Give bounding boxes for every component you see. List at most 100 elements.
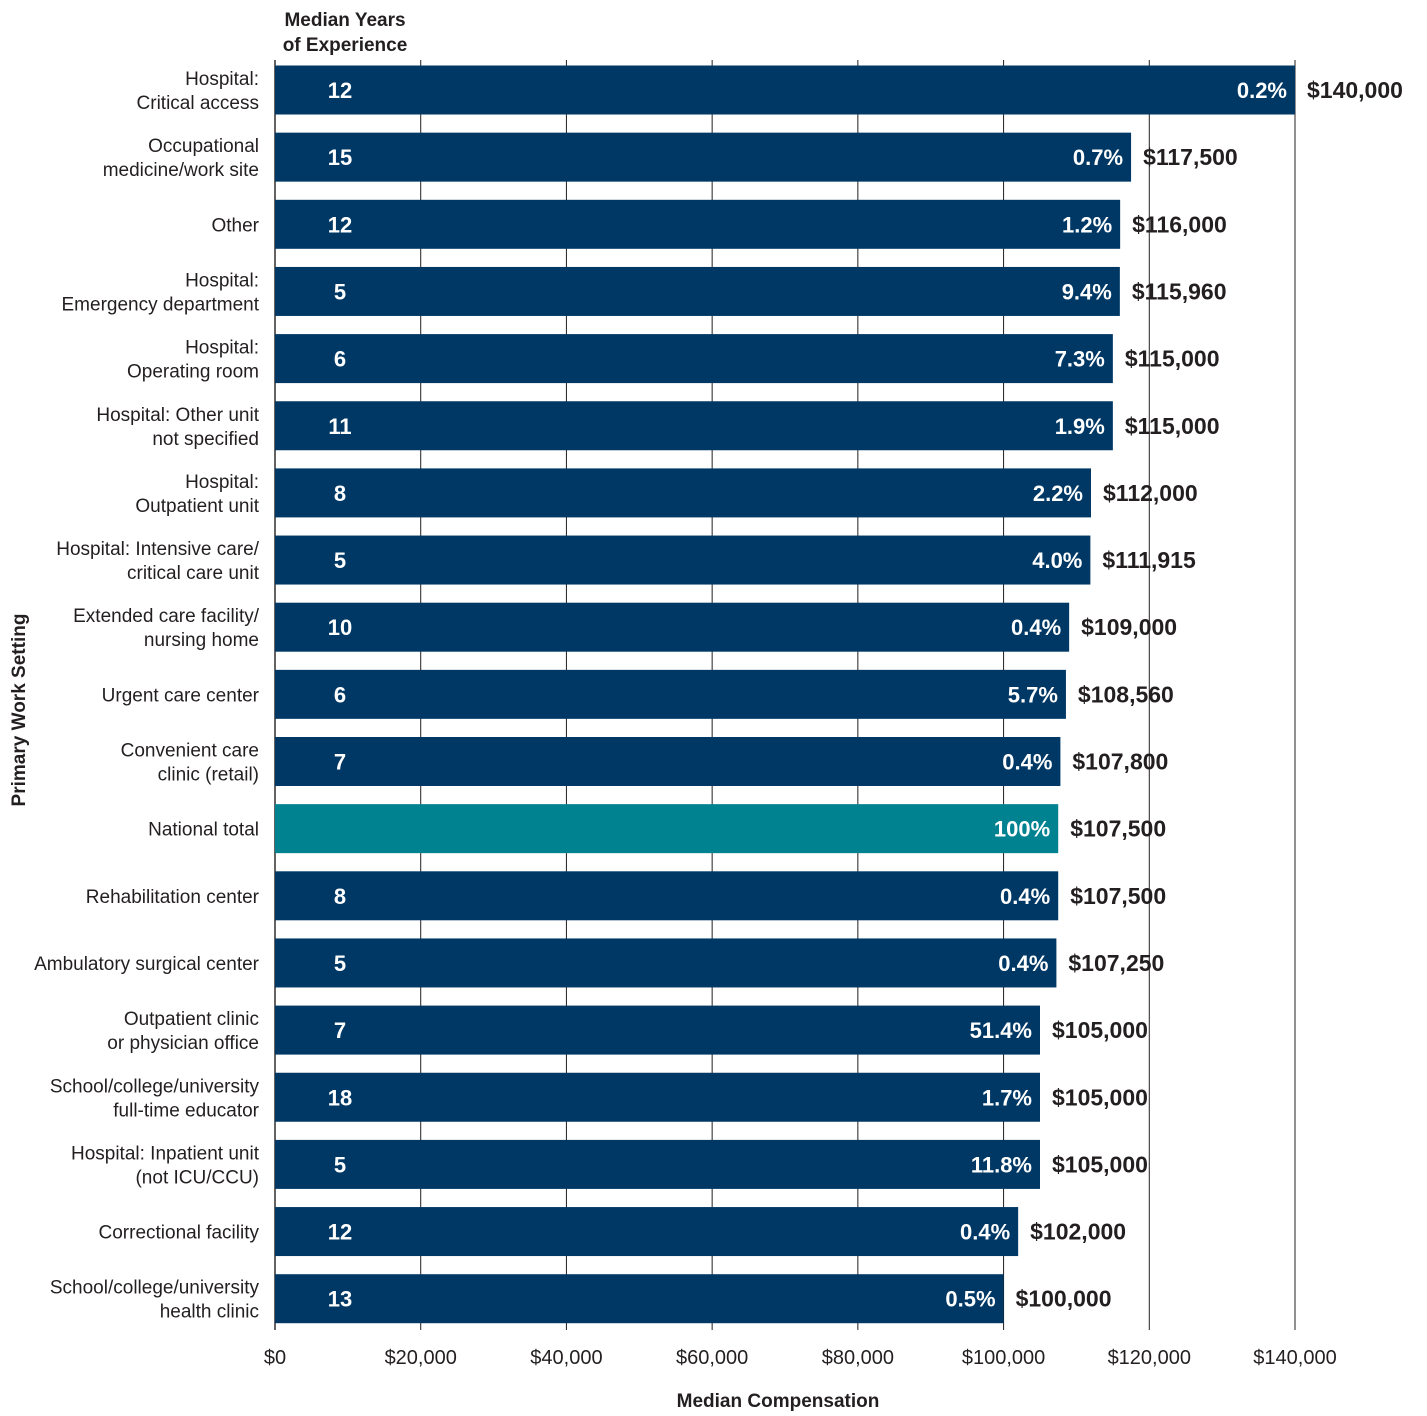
- category-label: Critical access: [137, 93, 259, 114]
- years-label: 5: [334, 1152, 346, 1177]
- years-label: 13: [328, 1287, 352, 1312]
- years-label: 10: [328, 615, 352, 640]
- y-axis-title: Primary Work Setting: [9, 614, 30, 807]
- bar: [275, 737, 1061, 786]
- percent-label: 0.4%: [1000, 884, 1050, 909]
- bar: [275, 1139, 1040, 1189]
- category-label: Other: [211, 215, 259, 236]
- value-label: $115,960: [1132, 278, 1227, 304]
- category-label: Rehabilitation center: [86, 887, 260, 908]
- category-label: Hospital: Intensive care/: [56, 539, 259, 560]
- value-label: $140,000: [1307, 77, 1403, 103]
- bars: [275, 65, 1295, 1324]
- value-label: $112,000: [1103, 480, 1198, 506]
- years-label: 11: [328, 414, 351, 439]
- category-label: School/college/university: [50, 1278, 260, 1299]
- value-label: $117,500: [1143, 144, 1238, 170]
- value-label: $100,000: [1016, 1286, 1112, 1312]
- percent-label: 4.0%: [1032, 548, 1082, 573]
- bar: [275, 266, 1120, 316]
- bar: [275, 535, 1091, 585]
- value-label: $115,000: [1125, 346, 1220, 372]
- value-label: $111,915: [1102, 547, 1196, 573]
- years-column-header: of Experience: [283, 35, 408, 56]
- bar: [275, 1207, 1019, 1257]
- percent-label: 51.4%: [970, 1018, 1032, 1043]
- years-label: 5: [334, 951, 346, 976]
- x-tick-label: $40,000: [530, 1347, 602, 1369]
- category-label: Emergency department: [62, 294, 260, 315]
- years-label: 18: [328, 1085, 352, 1110]
- category-label: Operating room: [127, 362, 259, 383]
- category-label: Hospital:: [185, 69, 259, 90]
- bar: [275, 199, 1121, 249]
- percent-label: 0.4%: [960, 1220, 1010, 1245]
- category-label: full-time educator: [113, 1100, 259, 1121]
- percent-label: 1.9%: [1055, 414, 1105, 439]
- bar: [275, 468, 1091, 518]
- percent-label: 1.2%: [1062, 212, 1112, 237]
- category-label: nursing home: [144, 630, 259, 651]
- category-label: Urgent care center: [102, 685, 260, 706]
- bar: [275, 401, 1113, 451]
- bar: [275, 602, 1070, 652]
- category-label: Convenient care: [121, 741, 259, 762]
- years-label: 8: [334, 884, 346, 909]
- value-label: $107,800: [1072, 749, 1168, 775]
- value-label: $105,000: [1052, 1151, 1148, 1177]
- bar: [275, 1274, 1004, 1324]
- category-label: Ambulatory surgical center: [34, 954, 260, 975]
- years-label: 12: [328, 78, 352, 103]
- value-label: $107,500: [1070, 883, 1166, 909]
- category-label: Outpatient unit: [135, 496, 259, 517]
- years-label: 5: [334, 548, 346, 573]
- category-label: Hospital: Inpatient unit: [71, 1143, 260, 1164]
- x-tick-label: $0: [264, 1347, 286, 1369]
- percent-label: 0.4%: [998, 951, 1048, 976]
- category-label: Occupational: [148, 136, 259, 157]
- value-label: $107,500: [1070, 816, 1166, 842]
- bar: [275, 938, 1057, 988]
- percent-label: 0.4%: [1011, 615, 1061, 640]
- value-label: $105,000: [1052, 1017, 1148, 1043]
- years-label: 6: [334, 347, 346, 372]
- value-label: $109,000: [1081, 614, 1177, 640]
- x-tick-label: $120,000: [1108, 1347, 1191, 1369]
- percent-label: 5.7%: [1008, 682, 1058, 707]
- bar: [275, 1072, 1040, 1122]
- bar: [275, 334, 1113, 384]
- category-label: Extended care facility/: [73, 606, 260, 627]
- category-label: Hospital:: [185, 472, 259, 493]
- percent-label: 0.4%: [1002, 750, 1052, 775]
- bar: [275, 871, 1059, 921]
- percent-label: 0.2%: [1237, 78, 1287, 103]
- years-label: 7: [334, 1018, 346, 1043]
- category-label: health clinic: [160, 1302, 259, 1323]
- category-label: Correctional facility: [99, 1223, 260, 1244]
- value-label: $115,000: [1125, 413, 1220, 439]
- years-column-header: Median Years: [284, 10, 405, 31]
- category-label: (not ICU/CCU): [135, 1167, 259, 1188]
- category-label: not specified: [152, 429, 259, 450]
- category-label: clinic (retail): [158, 765, 259, 786]
- category-label: critical care unit: [127, 563, 260, 584]
- bar: [275, 669, 1066, 719]
- value-label: $116,000: [1132, 211, 1227, 237]
- value-label: $107,250: [1068, 950, 1164, 976]
- value-label: $105,000: [1052, 1084, 1148, 1110]
- percent-label: 0.7%: [1073, 145, 1123, 170]
- value-label: $108,560: [1078, 681, 1174, 707]
- bar-national-total: [275, 804, 1059, 854]
- years-label: 8: [334, 481, 346, 506]
- x-axis-title: Median Compensation: [677, 1391, 880, 1412]
- bar: [275, 1005, 1040, 1055]
- percent-label: 7.3%: [1055, 347, 1105, 372]
- category-label: Hospital:: [185, 338, 259, 359]
- x-tick-label: $60,000: [676, 1347, 748, 1369]
- x-tick-label: $100,000: [962, 1347, 1045, 1369]
- years-label: 7: [334, 750, 346, 775]
- years-label: 15: [328, 145, 352, 170]
- category-label: Hospital:: [185, 270, 259, 291]
